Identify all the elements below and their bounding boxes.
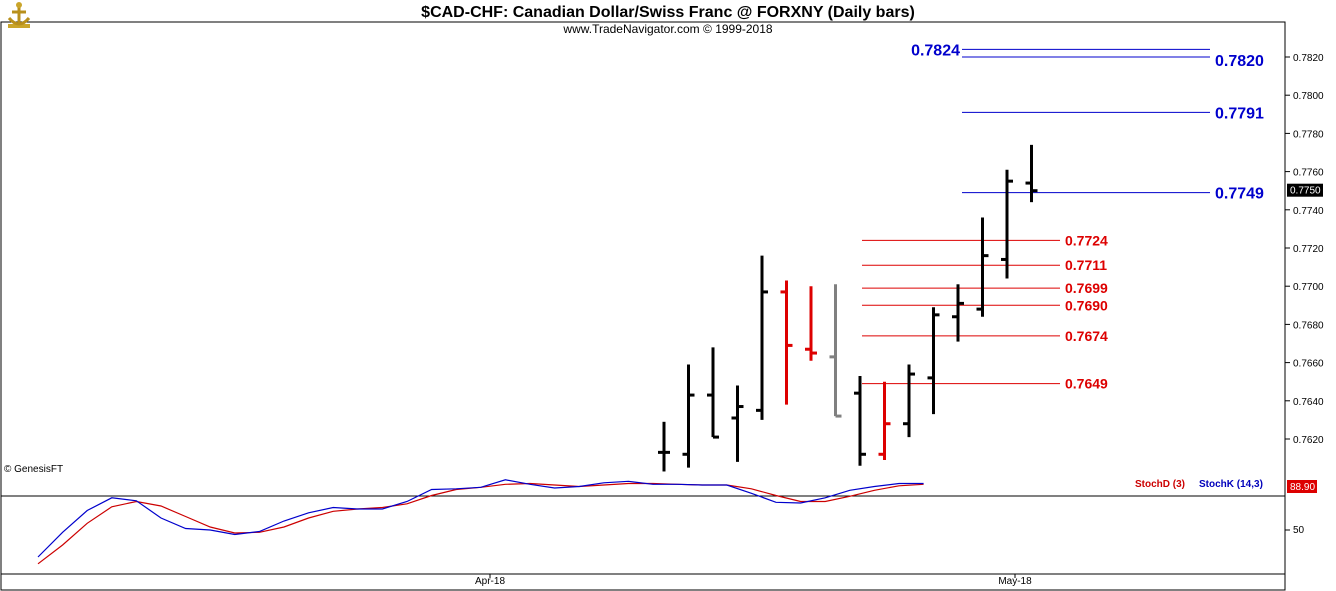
logo bbox=[7, 2, 31, 28]
price-tick-label: 0.7680 bbox=[1293, 320, 1324, 331]
logo-base bbox=[8, 24, 30, 28]
stoch-ytick-50: 50 bbox=[1293, 525, 1305, 536]
price-tick-label: 0.7760 bbox=[1293, 168, 1324, 179]
ohlc-bar bbox=[927, 307, 940, 415]
price-tick-label: 0.7700 bbox=[1293, 282, 1324, 293]
price-level: 0.7824 bbox=[911, 42, 1210, 59]
price-level: 0.7791 bbox=[962, 105, 1264, 122]
price-level: 0.7724 bbox=[862, 232, 1108, 248]
time-label-may: May-18 bbox=[998, 576, 1032, 587]
ohlc-bar bbox=[682, 364, 695, 468]
ohlc-bar bbox=[1025, 144, 1038, 203]
level-label: 0.7724 bbox=[1065, 232, 1108, 248]
current-price-tag: 0.7750 bbox=[1287, 183, 1323, 197]
price-level: 0.7649 bbox=[862, 376, 1108, 392]
time-label-apr: Apr-18 bbox=[475, 576, 505, 587]
stoch-value-tag-box bbox=[1287, 480, 1317, 493]
stoch-d-legend: StochD (3) bbox=[1135, 479, 1185, 490]
chart-title: $CAD-CHF: Canadian Dollar/Swiss Franc @ … bbox=[421, 4, 915, 21]
level-label: 0.7820 bbox=[1215, 53, 1264, 70]
ohlc-bars bbox=[658, 144, 1038, 472]
ohlc-bar bbox=[854, 375, 866, 466]
ohlc-bar bbox=[780, 280, 793, 405]
price-level: 0.7820 bbox=[962, 53, 1264, 70]
plot-area-border bbox=[0, 21, 1286, 591]
ohlc-bar bbox=[903, 364, 915, 438]
current-price-tag-box bbox=[1287, 183, 1323, 197]
price-tick-label: 0.7820 bbox=[1293, 53, 1324, 64]
chart-frame bbox=[0, 21, 1286, 591]
level-label: 0.7674 bbox=[1065, 328, 1108, 344]
level-label: 0.7690 bbox=[1065, 297, 1108, 313]
logo-ring bbox=[16, 2, 22, 8]
ohlc-bar bbox=[756, 255, 768, 420]
time-axis: Apr-18 May-18 bbox=[475, 574, 1032, 587]
ohlc-bar bbox=[952, 284, 964, 342]
level-label: 0.7649 bbox=[1065, 376, 1108, 392]
chart-subtitle: www.TradeNavigator.com © 1999-2018 bbox=[562, 22, 772, 36]
level-label: 0.7699 bbox=[1065, 280, 1108, 296]
price-level: 0.7711 bbox=[862, 257, 1107, 273]
price-level: 0.7690 bbox=[862, 297, 1108, 313]
stoch-k-line bbox=[37, 479, 924, 558]
ohlc-bar bbox=[1001, 169, 1013, 279]
ohlc-bar bbox=[976, 217, 989, 317]
price-tick-label: 0.7780 bbox=[1293, 129, 1324, 140]
price-axis: 0.7620 0.7640 0.7660 0.7680 0.7700 0.7720 0.77… bbox=[1285, 53, 1324, 446]
ohlc-bar bbox=[829, 284, 842, 418]
price-level: 0.7699 bbox=[862, 280, 1108, 296]
stoch-value-tag-label: 88.90 bbox=[1290, 482, 1315, 493]
level-label: 0.7791 bbox=[1215, 105, 1264, 122]
watermark: © GenesisFT bbox=[4, 464, 63, 475]
price-tick-label: 0.7640 bbox=[1293, 397, 1324, 408]
price-tick-label: 0.7720 bbox=[1293, 244, 1324, 255]
current-price-tag-label: 0.7750 bbox=[1290, 186, 1321, 197]
price-level: 0.7674 bbox=[862, 328, 1108, 344]
ohlc-bar bbox=[707, 347, 719, 439]
level-label: 0.7749 bbox=[1215, 186, 1264, 203]
level-label: 0.7824 bbox=[911, 42, 960, 59]
price-level: 0.7749 bbox=[962, 186, 1264, 203]
price-tick-label: 0.7660 bbox=[1293, 359, 1324, 370]
price-tick-label: 0.7620 bbox=[1293, 435, 1324, 446]
stochastic-pane bbox=[37, 479, 1290, 565]
ohlc-bar bbox=[805, 286, 817, 361]
ohlc-bar bbox=[731, 385, 744, 462]
stoch-k-legend: StochK (14,3) bbox=[1199, 479, 1263, 490]
level-label: 0.7711 bbox=[1065, 257, 1107, 273]
price-levels: 0.7824 0.7820 0.7791 0.7749 0.7724 0.7711 0.76… bbox=[862, 42, 1264, 392]
price-tick-label: 0.7800 bbox=[1293, 91, 1324, 102]
price-tick-label: 0.7740 bbox=[1293, 206, 1324, 217]
ohlc-bar bbox=[878, 381, 891, 461]
ohlc-bar bbox=[658, 421, 670, 472]
stoch-value-tag: 88.90 bbox=[1287, 480, 1317, 493]
